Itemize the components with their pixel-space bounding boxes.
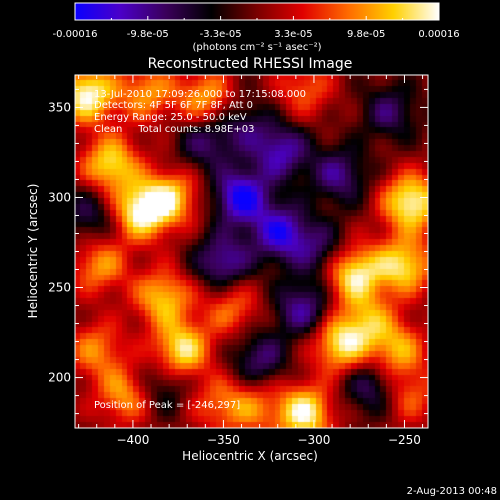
y-tick-label: 300	[48, 190, 71, 204]
y-axis-label: Heliocentric Y (arcsec)	[26, 184, 40, 319]
y-tick-label: 250	[48, 281, 71, 295]
colorbar-tick-label: 0.00016	[418, 29, 459, 40]
y-tick-label: 200	[48, 371, 71, 385]
annotation-time: 13-Jul-2010 17:09:26.000 to 17:15:08.000	[94, 89, 306, 100]
colorbar-tick-labels: -0.00016 -9.8e-05 -3.3e-05 3.3e-05 9.8e-05 0.…	[53, 29, 460, 40]
x-tick-label: −350	[207, 433, 240, 447]
y-tick-labels: 200 250 300 350	[48, 100, 71, 384]
plot-title: Reconstructed RHESSI Image	[148, 56, 353, 72]
annotation-energy: Energy Range: 25.0 - 50.0 keV	[94, 112, 247, 123]
colorbar-tick-label: 9.8e-05	[347, 29, 385, 40]
axis-ticks	[75, 75, 428, 428]
footer-timestamp: 2-Aug-2013 00:48	[407, 486, 497, 497]
y-tick-label: 350	[48, 100, 71, 114]
x-axis-label: Heliocentric X (arcsec)	[182, 449, 318, 463]
colorbar-tick-label: -0.00016	[53, 29, 98, 40]
annotation-block: 13-Jul-2010 17:09:26.000 to 17:15:08.000…	[94, 89, 306, 135]
x-tick-label: −400	[116, 433, 149, 447]
annotation-detectors: Detectors: 4F 5F 6F 7F 8F, Att 0	[94, 100, 253, 111]
colorbar-tick-label: -3.3e-05	[200, 29, 242, 40]
x-tick-labels: −400 −350 −300 −250	[116, 433, 421, 447]
x-tick-label: −250	[388, 433, 421, 447]
colorbar-unit-label: (photons cm⁻² s⁻¹ asec⁻²)	[192, 42, 321, 53]
peak-position-label: Position of Peak = [-246,297]	[94, 400, 240, 411]
annotation-clean: Clean Total counts: 8.98E+03	[94, 124, 254, 135]
colorbar	[74, 2, 440, 21]
x-tick-label: −300	[297, 433, 330, 447]
heatmap-image	[75, 75, 428, 428]
colorbar-tick-label: -9.8e-05	[127, 29, 169, 40]
colorbar-ticks	[74, 16, 440, 20]
colorbar-tick-label: 3.3e-05	[274, 29, 312, 40]
image-panel	[75, 75, 428, 428]
